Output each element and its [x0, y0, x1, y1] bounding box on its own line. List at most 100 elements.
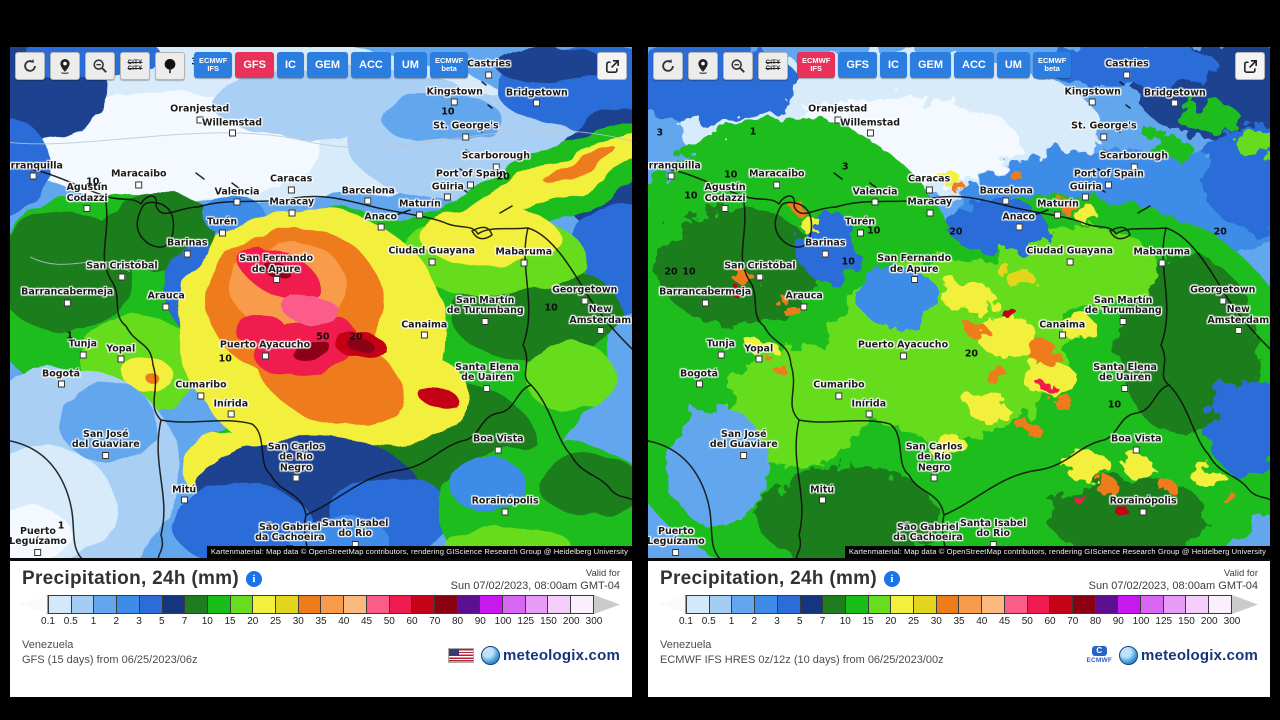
valid-for-label: Valid for [585, 568, 620, 579]
scale-tick-label: 25 [269, 616, 282, 627]
scale-tick-label: 2 [113, 616, 120, 627]
location-pin-icon [60, 58, 70, 74]
location-pin-icon [698, 58, 708, 74]
zoom-out-button[interactable] [723, 52, 753, 80]
scale-tick-label: 90 [1112, 616, 1124, 627]
city-labels-button[interactable]: CITY CITY [120, 52, 150, 80]
valid-for-label: Valid for [1223, 568, 1258, 579]
scale-cell [1186, 596, 1210, 613]
scale-cell [276, 596, 299, 613]
scale-cell [914, 596, 937, 613]
region-label: Venezuela [660, 639, 712, 651]
scale-tick-label: 150 [540, 616, 557, 627]
scale-cell [344, 596, 367, 613]
model-tab-ecmwf-beta[interactable]: ECMWF beta [429, 52, 469, 78]
city-labels-button[interactable]: CITY CITY [758, 52, 788, 80]
scale-cells [48, 595, 594, 614]
scale-cell [687, 596, 710, 613]
precipitation-field-gfs [10, 47, 632, 558]
location-button[interactable] [688, 52, 718, 80]
legend-section: Precipitation, 24h (mm) i Valid for Sun … [648, 561, 1270, 691]
model-tab-acc[interactable]: ACC [954, 52, 994, 78]
model-tab-acc[interactable]: ACC [351, 52, 391, 78]
share-button[interactable] [1235, 52, 1265, 80]
scale-tick-label: 50 [383, 616, 395, 627]
scale-tick-label: 0.5 [701, 616, 716, 627]
model-tab-gem[interactable]: GEM [909, 52, 952, 78]
map-attribution: Kartenmaterial: Map data © OpenStreetMap… [206, 546, 632, 558]
scale-cell [207, 596, 231, 613]
parameter-title-text: Precipitation, 24h (mm) [660, 568, 877, 589]
us-flag-icon [448, 648, 474, 663]
scale-cell [823, 596, 846, 613]
model-tab-gfs[interactable]: GFS [235, 52, 274, 78]
map-ecmwf[interactable]: Oranjestad Willemstad Castries Kingstown Bri… [648, 47, 1270, 561]
map-gfs[interactable]: Oranjestad Willemstad Castries Kingstown Bri… [10, 47, 632, 561]
zoom-out-icon [731, 59, 745, 73]
scale-cell [868, 596, 892, 613]
scale-tick-label: 7 [181, 616, 188, 627]
scale-tick-label: 35 [315, 616, 327, 627]
scale-cell [755, 596, 778, 613]
brand-block: meteologix.com [448, 646, 620, 668]
zoom-out-icon [93, 59, 107, 73]
scale-tick-label: 150 [1178, 616, 1195, 627]
scale-over-arrow [594, 595, 620, 614]
share-button[interactable] [597, 52, 627, 80]
refresh-button[interactable] [15, 52, 45, 80]
model-tab-ic[interactable]: IC [879, 52, 907, 78]
scale-cells [686, 595, 1232, 614]
marker-button[interactable] [155, 52, 185, 80]
region-label: Venezuela [22, 639, 74, 651]
refresh-icon [662, 59, 674, 72]
model-tab-ecmwf-ifs[interactable]: ECMWF IFS [797, 52, 836, 78]
parameter-title-text: Precipitation, 24h (mm) [22, 568, 239, 589]
scale-cell [1209, 596, 1231, 613]
model-tab-gfs[interactable]: GFS [838, 52, 877, 78]
scale-tick-label: 80 [1089, 616, 1102, 627]
zoom-out-button[interactable] [85, 52, 115, 80]
ecmwf-c-icon: C [1091, 646, 1107, 656]
city-labels-toggle-icon: CITY CITY [765, 60, 781, 72]
scale-cell [321, 596, 345, 613]
model-tab-gem[interactable]: GEM [306, 52, 349, 78]
model-tab-ecmwf-beta[interactable]: ECMWF beta [1032, 52, 1072, 78]
scale-labels: 0.1 0.5 1 2 3 5 7 10 15 20 25 30 35 40 45 50 60 70 80 90 100… [679, 616, 1240, 630]
scale-cell [548, 596, 572, 613]
scale-tick-label: 2 [751, 616, 758, 627]
meteologix-drop-icon [1119, 646, 1138, 665]
share-icon [605, 59, 619, 73]
model-tab-ic[interactable]: IC [276, 52, 304, 78]
scale-tick-label: 0.5 [63, 616, 78, 627]
scale-tick-label: 60 [1044, 616, 1056, 627]
scale-tick-label: 5 [796, 616, 803, 627]
scale-cell [571, 596, 593, 613]
scale-tick-label: 100 [1132, 616, 1150, 627]
model-tabs: ECMWF IFS GFS IC GEM ACC UM ECMWF beta [797, 52, 1074, 78]
scale-cell [936, 596, 960, 613]
meteologix-logo[interactable]: meteologix.com [1119, 646, 1258, 665]
model-tab-ecmwf-ifs[interactable]: ECMWF IFS [194, 52, 233, 78]
source-block: Venezuela ECMWF IFS HRES 0z/12z (10 days… [660, 638, 944, 668]
info-icon[interactable]: i [246, 571, 262, 587]
model-tab-um[interactable]: UM [996, 52, 1030, 78]
ecmwf-logo-text: ECMWF [1086, 657, 1112, 664]
scale-tick-label: 0.1 [41, 616, 55, 627]
panel-ecmwf: Oranjestad Willemstad Castries Kingstown Bri… [648, 47, 1270, 697]
meteologix-wordmark: meteologix.com [503, 647, 620, 664]
map-attribution: Kartenmaterial: Map data © OpenStreetMap… [844, 546, 1270, 558]
refresh-button[interactable] [653, 52, 683, 80]
model-run-label: ECMWF IFS HRES 0z/12z (10 days) from 06/… [660, 654, 944, 666]
scale-tick-label: 300 [1223, 616, 1241, 627]
brand-block: C ECMWF meteologix.com [1086, 646, 1258, 668]
info-icon[interactable]: i [884, 571, 900, 587]
source-block: Venezuela GFS (15 days) from 06/25/2023/… [22, 638, 197, 668]
meteologix-logo[interactable]: meteologix.com [481, 646, 620, 665]
model-tab-um[interactable]: UM [393, 52, 427, 78]
scale-cell [457, 596, 481, 613]
scale-cell [162, 596, 186, 613]
scale-over-arrow [1232, 595, 1258, 614]
location-button[interactable] [50, 52, 80, 80]
model-run-label: GFS (15 days) from 06/25/2023/06z [22, 654, 198, 666]
